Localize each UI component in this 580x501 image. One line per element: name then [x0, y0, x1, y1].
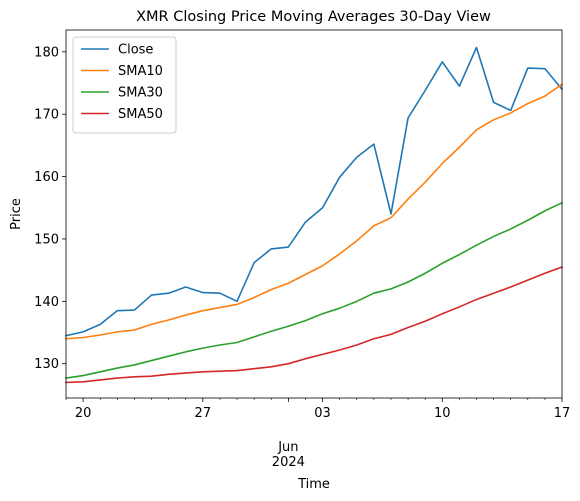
y-axis: 130 140 150 160 170 180	[34, 45, 66, 372]
legend-label-sma10: SMA10	[118, 64, 163, 79]
x-tick-label: 17	[554, 406, 571, 421]
series-line-sma50	[65, 265, 564, 384]
y-axis-title: Price	[9, 198, 24, 230]
legend: Close SMA10 SMA30 SMA50	[72, 36, 177, 134]
chart-title: XMR Closing Price Moving Averages 30-Day…	[136, 9, 491, 25]
x-tick-label: 10	[434, 406, 451, 421]
x-axis: 20 27 03 10 17	[65, 398, 571, 421]
series-line-close	[65, 46, 564, 337]
x-tick-label: 27	[195, 406, 212, 421]
y-tick-label: 170	[34, 108, 59, 123]
legend-label-sma50: SMA50	[118, 107, 163, 122]
plot-frame	[65, 29, 563, 399]
y-tick-label: 140	[34, 295, 59, 310]
y-tick-label: 150	[34, 232, 59, 247]
x-month-label: Jun	[277, 440, 298, 455]
series-line-sma30	[65, 201, 564, 379]
series-line-sma10	[65, 83, 564, 340]
y-tick-label: 130	[34, 357, 59, 372]
legend-label-close: Close	[118, 43, 153, 58]
legend-box	[72, 36, 177, 134]
y-tick-label: 180	[34, 45, 59, 60]
x-tick-label: 20	[75, 406, 92, 421]
legend-label-sma30: SMA30	[118, 86, 163, 101]
x-year-label: 2024	[272, 455, 305, 470]
x-axis-title: Time	[297, 477, 330, 492]
series-group	[65, 46, 564, 384]
x-tick-label: 03	[314, 406, 331, 421]
y-tick-label: 160	[34, 170, 59, 185]
